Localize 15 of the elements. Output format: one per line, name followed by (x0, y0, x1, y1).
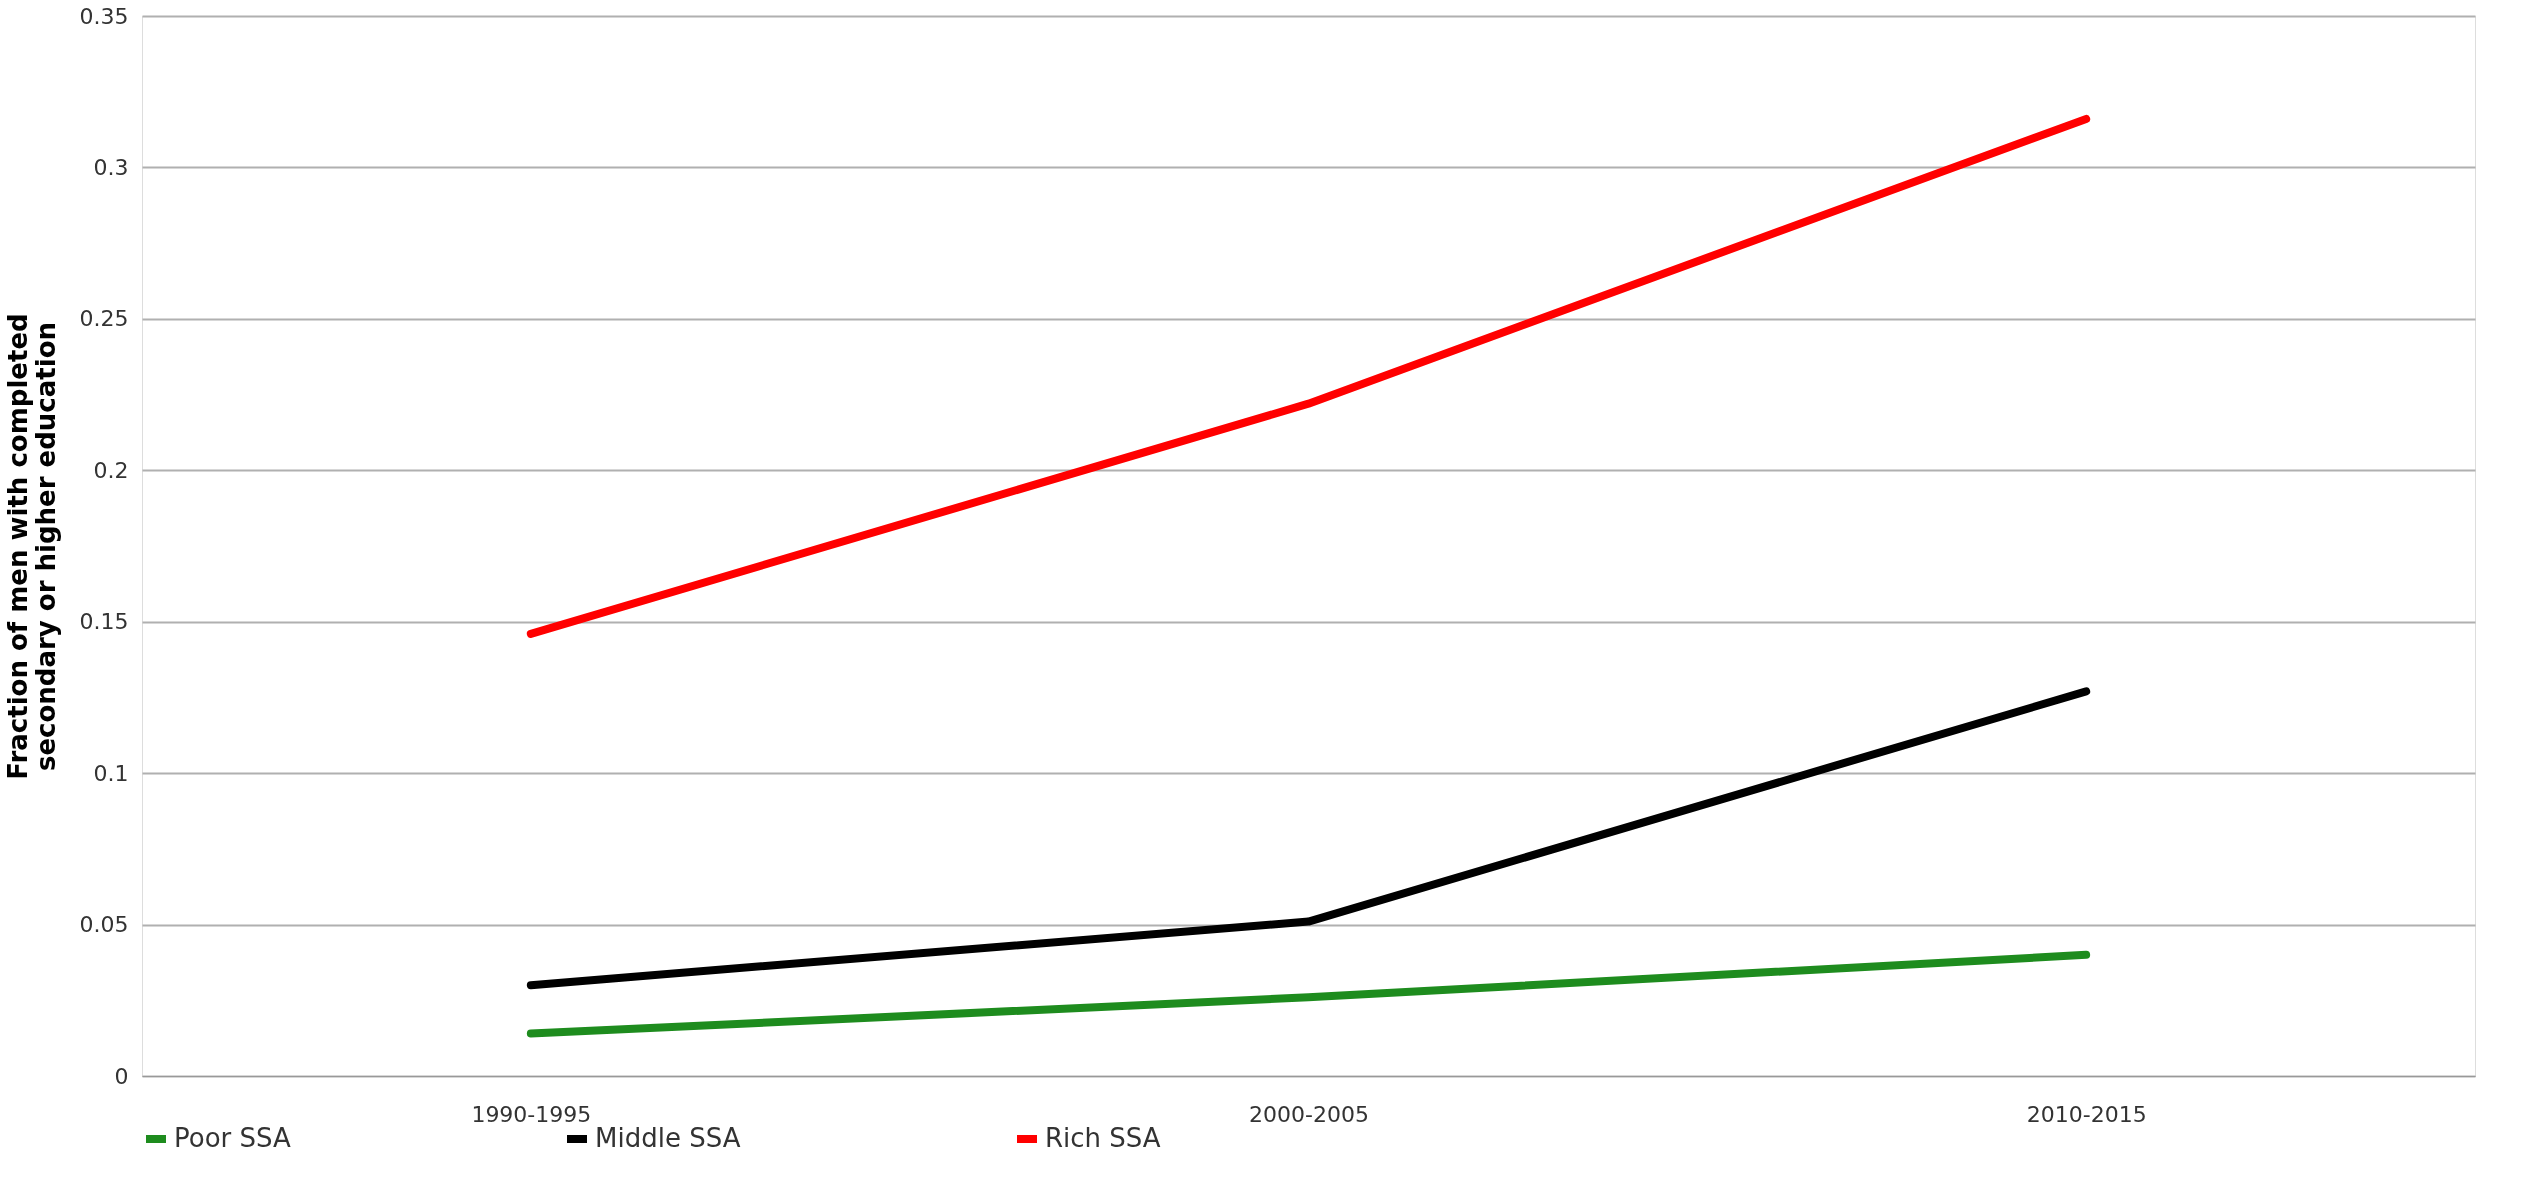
y-tick-label: 0.2 (93, 457, 129, 483)
x-tick-label: 2000-2005 (1249, 1101, 1369, 1127)
y-axis-title: Fraction of men with completed secondary or higher education (2, 313, 61, 780)
y-tick-label: 0.1 (93, 760, 129, 786)
y-tick-label: 0.05 (79, 912, 129, 938)
x-tick-label: 1990-1995 (471, 1101, 592, 1127)
y-tick-label: 0.25 (79, 306, 129, 332)
y-tick-label: 0.3 (93, 154, 129, 180)
legend-label: Poor SSA (174, 1123, 292, 1153)
legend-label: Middle SSA (595, 1123, 741, 1153)
y-tick-label: 0 (114, 1063, 129, 1089)
legend-label: Rich SSA (1045, 1123, 1161, 1153)
y-tick-label: 0.35 (79, 3, 129, 29)
y-tick-label: 0.15 (79, 609, 129, 635)
x-tick-label: 2010-2015 (2026, 1101, 2147, 1127)
